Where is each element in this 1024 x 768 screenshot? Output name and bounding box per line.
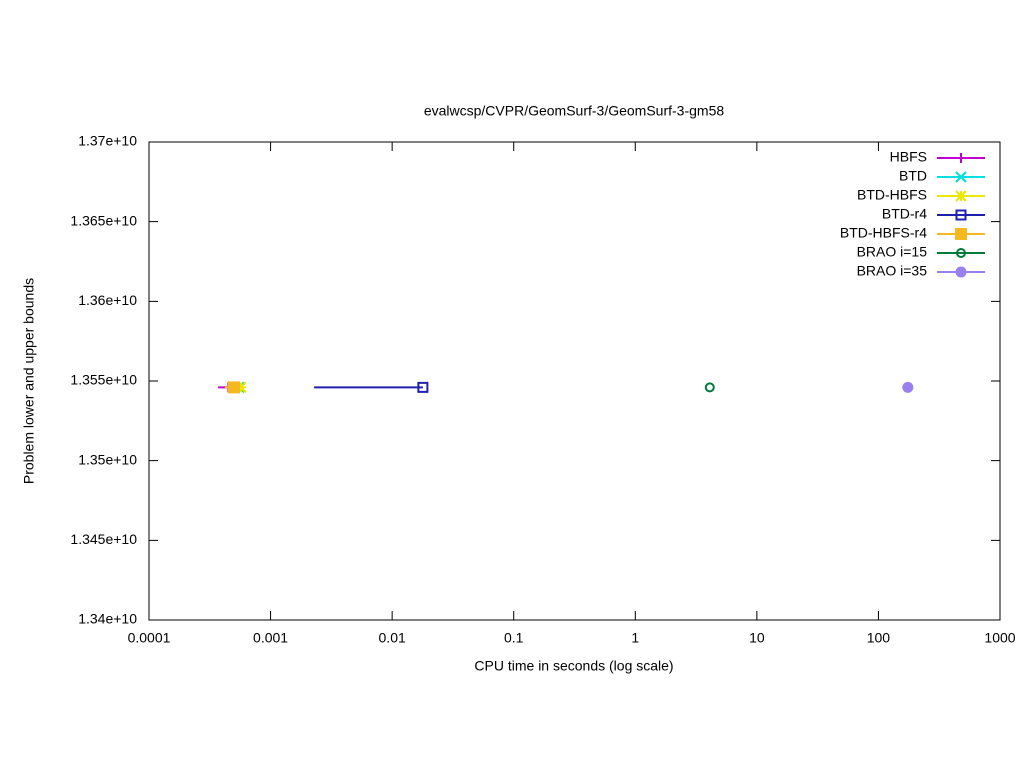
x-tick-label: 0.1 bbox=[504, 630, 524, 646]
data-point bbox=[227, 381, 240, 394]
legend-label: BTD bbox=[899, 168, 927, 184]
legend-label: HBFS bbox=[890, 149, 927, 165]
legend-label: BRAO i=35 bbox=[857, 263, 928, 279]
x-axis-label: CPU time in seconds (log scale) bbox=[474, 658, 673, 674]
chart-title: evalwcsp/CVPR/GeomSurf-3/GeomSurf-3-gm58 bbox=[424, 103, 725, 119]
x-tick-label: 100 bbox=[867, 630, 891, 646]
legend-marker bbox=[955, 228, 967, 240]
data-point bbox=[704, 382, 715, 393]
legend-label: BTD-HBFS-r4 bbox=[840, 225, 927, 241]
legend-marker bbox=[955, 266, 967, 278]
y-axis-label: Problem lower and upper bounds bbox=[21, 278, 37, 484]
x-tick-label: 10 bbox=[749, 630, 765, 646]
x-tick-label: 0.01 bbox=[379, 630, 406, 646]
legend-marker bbox=[955, 171, 967, 183]
x-tick-label: 0.0001 bbox=[128, 630, 171, 646]
legend-marker bbox=[956, 153, 966, 163]
data-point bbox=[235, 381, 247, 394]
legend-label: BRAO i=15 bbox=[857, 244, 928, 260]
y-tick-label: 1.35e+10 bbox=[78, 451, 137, 467]
legend-marker bbox=[956, 248, 966, 258]
plot-frame bbox=[148, 141, 1001, 621]
data-point bbox=[417, 381, 429, 393]
y-tick-label: 1.365e+10 bbox=[70, 212, 137, 228]
y-tick-label: 1.345e+10 bbox=[70, 531, 137, 547]
y-tick-label: 1.34e+10 bbox=[78, 611, 137, 627]
y-tick-label: 1.36e+10 bbox=[78, 292, 137, 308]
legend-marker bbox=[955, 190, 967, 202]
legend-label: BTD-r4 bbox=[882, 206, 927, 222]
x-tick-label: 1 bbox=[631, 630, 639, 646]
legend-label: BTD-HBFS bbox=[857, 187, 927, 203]
x-tick-label: 1000 bbox=[984, 630, 1015, 646]
data-point bbox=[902, 381, 914, 393]
y-tick-label: 1.37e+10 bbox=[78, 133, 137, 149]
x-tick-label: 0.001 bbox=[253, 630, 288, 646]
y-tick-label: 1.355e+10 bbox=[70, 372, 137, 388]
legend-marker bbox=[955, 209, 967, 221]
